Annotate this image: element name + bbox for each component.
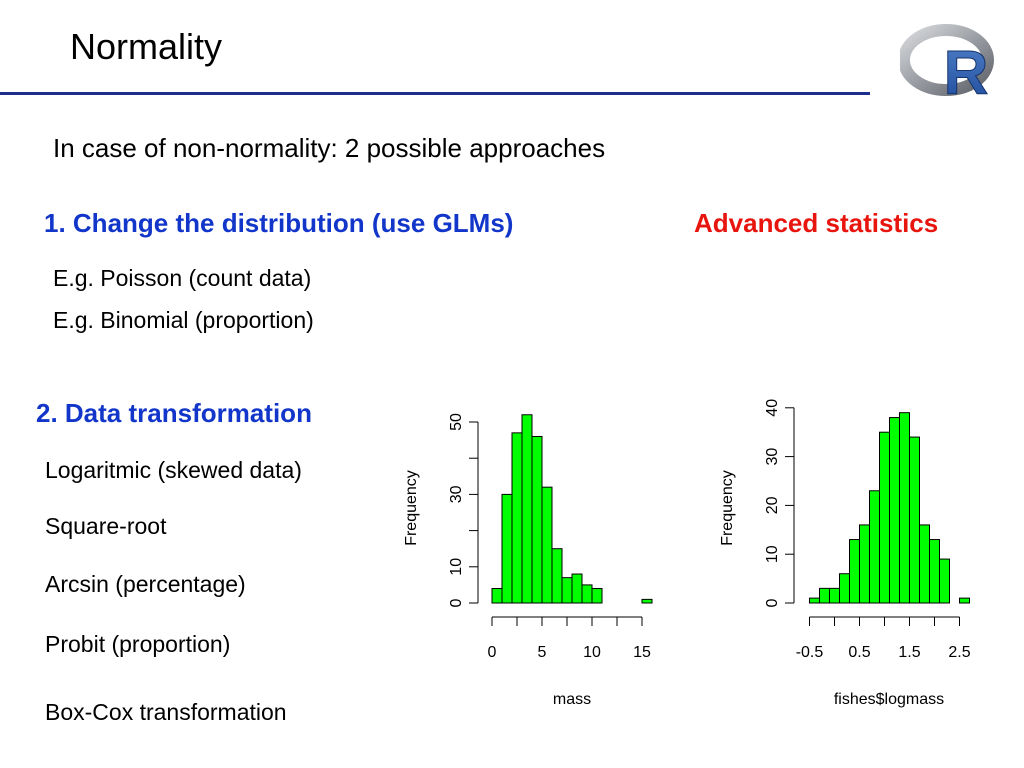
subtitle: In case of non-normality: 2 possible app…: [53, 133, 606, 163]
transformation-item: Box-Cox transformation: [45, 699, 287, 725]
histogram-bar: [889, 417, 900, 604]
histogram-bar: [541, 486, 553, 604]
transformation-item: Logaritmic (skewed data): [45, 457, 302, 483]
y-tick-label: 30: [764, 448, 781, 466]
histogram-bar: [869, 490, 880, 604]
x-tick-label: 0: [488, 644, 497, 661]
histogram-bar: [819, 587, 830, 604]
y-tick-label: 50: [448, 413, 465, 431]
histogram-bar: [929, 539, 940, 604]
histogram-bar: [899, 412, 910, 604]
y-tick-label: 10: [764, 545, 781, 563]
histogram-bar: [859, 524, 870, 604]
x-tick-label: 10: [583, 644, 601, 661]
example-item: E.g. Binomial (proportion): [53, 307, 314, 333]
y-axis-label: Frequency: [403, 470, 420, 546]
histogram-bar: [829, 587, 840, 604]
svg-text:R: R: [944, 39, 989, 100]
histogram-bar: [551, 548, 563, 604]
histogram-bar: [849, 539, 860, 604]
histogram-bar: [839, 573, 850, 604]
y-tick-label: 40: [764, 399, 781, 417]
transformation-item: Arcsin (percentage): [45, 571, 246, 597]
r-logo: R: [900, 24, 994, 100]
approach-1-heading: 1. Change the distribution (use GLMs): [44, 208, 514, 238]
y-tick-label: 0: [448, 598, 465, 607]
y-tick-label: 20: [764, 496, 781, 514]
x-tick-label: 1.5: [898, 644, 920, 661]
slide-title: Normality: [70, 26, 223, 67]
histogram-bar: [919, 524, 930, 604]
x-tick-label: 2.5: [948, 644, 970, 661]
x-axis-label: mass: [553, 691, 591, 708]
histogram-bar: [909, 436, 920, 604]
histogram-bar: [641, 598, 653, 604]
y-tick-label: 10: [448, 558, 465, 576]
x-axis-label: fishes$logmass: [834, 691, 944, 708]
histogram-bar: [959, 597, 970, 604]
histogram-bar: [879, 431, 890, 604]
transformation-item: Probit (proportion): [45, 631, 231, 657]
approach-2-heading: 2. Data transformation: [36, 398, 312, 428]
x-tick-label: -0.5: [796, 644, 824, 661]
y-tick-label: 0: [764, 598, 781, 607]
y-axis-label: Frequency: [719, 470, 736, 546]
y-tick-label: 30: [448, 485, 465, 503]
x-tick-label: 0.5: [848, 644, 870, 661]
example-item: E.g. Poisson (count data): [53, 265, 312, 291]
histogram-bar: [591, 588, 603, 604]
histogram-bar: [939, 558, 950, 604]
transformation-item: Square-root: [45, 513, 167, 539]
title-underline: [0, 92, 870, 95]
histogram-bar: [809, 597, 820, 604]
x-tick-label: 5: [538, 644, 547, 661]
advanced-statistics-label: Advanced statistics: [694, 208, 939, 238]
x-tick-label: 15: [633, 644, 651, 661]
